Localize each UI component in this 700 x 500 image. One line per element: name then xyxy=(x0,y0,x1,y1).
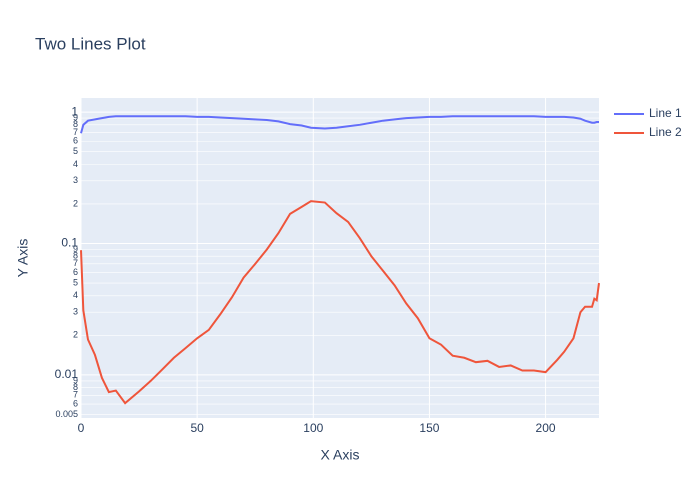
x-axis-title: X Axis xyxy=(321,447,360,463)
y-tick-label: 1 xyxy=(71,104,78,118)
y-tick-label: 5 xyxy=(73,146,78,156)
y-tick-label: 8 xyxy=(73,251,78,261)
y-tick-label: 3 xyxy=(73,307,78,317)
y-tick-label: 4 xyxy=(73,290,78,300)
y-tick-label: 8 xyxy=(73,382,78,392)
y-tick-label: 6 xyxy=(73,398,78,408)
y-tick-label: 7 xyxy=(73,390,78,400)
legend-label: Line 2 xyxy=(649,125,682,139)
y-tick-label: 0.1 xyxy=(61,236,78,250)
x-tick-label: 200 xyxy=(536,421,556,435)
y-tick-label: 0.005 xyxy=(55,409,78,419)
y-tick-label: 7 xyxy=(73,127,78,137)
x-tick-label: 50 xyxy=(190,421,204,435)
x-tick-label: 100 xyxy=(303,421,323,435)
legend-label: Line 1 xyxy=(649,106,682,120)
x-tick-label: 150 xyxy=(419,421,439,435)
y-tick-label: 8 xyxy=(73,119,78,129)
y-tick-label: 2 xyxy=(73,198,78,208)
y-tick-label: 9 xyxy=(73,112,78,122)
y-tick-label: 9 xyxy=(73,244,78,254)
y-tick-label: 6 xyxy=(73,267,78,277)
y-tick-label: 0.01 xyxy=(55,367,79,381)
y-tick-label: 4 xyxy=(73,159,78,169)
x-tick-label: 0 xyxy=(78,421,85,435)
y-tick-label: 9 xyxy=(73,375,78,385)
y-tick-label: 3 xyxy=(73,175,78,185)
y-axis-title: Y Axis xyxy=(15,239,31,278)
chart-title: Two Lines Plot xyxy=(35,34,146,53)
line xyxy=(80,200,600,405)
y-tick-label: 5 xyxy=(73,277,78,287)
y-tick-label: 7 xyxy=(73,258,78,268)
y-tick-label: 6 xyxy=(73,136,78,146)
line xyxy=(80,115,599,134)
y-tick-label: 2 xyxy=(73,330,78,340)
